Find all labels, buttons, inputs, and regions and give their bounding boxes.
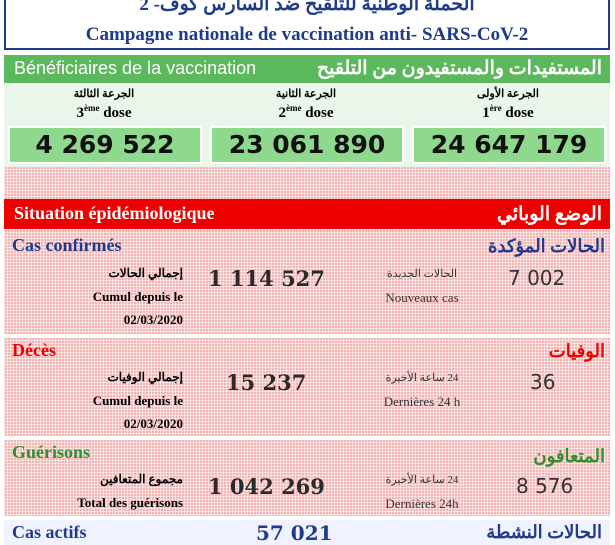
dose-3-label-ar: الجرعة الثالثة (73, 88, 135, 100)
deaths-cumul-date: 02/03/2020 (123, 416, 183, 431)
deaths-title-ar: الوفيات (548, 341, 605, 361)
recoveries-new-label-ar: 24 ساعة الأخيرة (385, 474, 459, 486)
doses-panel: الجرعة الثالثة 3ème dose 4 269 522 الجرع… (4, 83, 610, 167)
deaths-new-label-ar: 24 ساعة الأخيرة (385, 372, 459, 384)
divider (4, 436, 610, 440)
recoveries-new-label-fr: Dernières 24h (385, 496, 459, 511)
recoveries-cumul-fr: Total des guérisons (77, 495, 183, 510)
dose-2-value: 23 061 890 (210, 126, 404, 164)
confirmed-total: 1 114 527 (208, 266, 325, 291)
deaths-title-fr: Décès (12, 340, 56, 360)
epidemiology-bar: Situation épidémiologique الوضع الوبائي (4, 199, 610, 229)
active-title-fr: Cas actifs (12, 522, 87, 542)
divider (4, 516, 610, 520)
epidemiology-label-fr: Situation épidémiologique (14, 203, 215, 223)
active-title-ar: الحالات النشطة (486, 522, 602, 542)
confirmed-title-fr: Cas confirmés (12, 235, 122, 255)
recoveries-title-fr: Guérisons (12, 442, 91, 462)
beneficiaries-label-ar: المستفيدات والمستفيدون من التلقيح (316, 58, 602, 79)
confirmed-new-value: 7 002 (508, 266, 566, 290)
beneficiaries-bar: Bénéficiaires de la vaccination المستفيد… (4, 55, 610, 83)
deaths-cumul-ar: إجمالي الوفيات (107, 370, 183, 384)
confirmed-new-label-fr: Nouveaux cas (385, 290, 459, 305)
header-box: الحملة الوطنية للتلقيح ضد السارس كوف- 2 … (4, 0, 610, 50)
recoveries-new-value: 8 576 (516, 474, 574, 498)
deaths-cumul: إجمالي الوفيات Cumul depuis le 02/03/202… (8, 366, 183, 435)
recoveries-cumul: مجموع المتعافين Total des guérisons (8, 468, 183, 514)
deaths-new-label-fr: Dernières 24 h (383, 394, 461, 409)
confirmed-new-label: الحالات الجديدة Nouveaux cas (372, 263, 472, 309)
dose-3-label-fr: 3ème dose (76, 103, 132, 121)
confirmed-cumul-ar: إجمالي الحالات (108, 266, 183, 280)
active-value: 57 021 (256, 521, 333, 545)
confirmed-new-label-ar: الحالات الجديدة (386, 268, 458, 280)
confirmed-cumul-fr: Cumul depuis le (92, 289, 183, 304)
dose-2-label-ar: الجرعة الثانية (275, 88, 337, 100)
dose-3-value: 4 269 522 (8, 126, 202, 164)
deaths-cumul-fr: Cumul depuis le (92, 393, 183, 408)
dose-2-column: الجرعة الثانية 2ème dose 23 061 890 (208, 83, 404, 167)
divider (4, 334, 610, 338)
deaths-total: 15 237 (226, 370, 307, 395)
header-title-fr: Campagne nationale de vaccination anti- … (85, 24, 529, 45)
recoveries-cumul-ar: مجموع المتعافين (100, 472, 183, 486)
confirmed-cumul: إجمالي الحالات Cumul depuis le 02/03/202… (8, 262, 183, 331)
deaths-new-label: 24 ساعة الأخيرة Dernières 24 h (372, 367, 472, 413)
dose-1-label-fr: 1ère dose (482, 103, 534, 121)
dose-3-column: الجرعة الثالثة 3ème dose 4 269 522 (6, 83, 202, 167)
confirmed-cumul-date: 02/03/2020 (123, 312, 183, 327)
recoveries-title-ar: المتعافون (533, 446, 605, 466)
deaths-new-value: 36 (530, 370, 556, 394)
dose-1-column: الجرعة الأولى 1ère dose 24 647 179 (410, 83, 606, 167)
confirmed-title-ar: الحالات المؤكدة (488, 236, 605, 256)
dose-2-label-fr: 2ème dose (278, 103, 334, 121)
active-cases-bar: Cas actifs 57 021 الحالات النشطة (4, 520, 610, 545)
epidemiology-label-ar: الوضع الوبائي (497, 204, 602, 225)
header-title-ar: الحملة الوطنية للتلقيح ضد السارس كوف- 2 (139, 0, 475, 15)
epidemiology-panel (4, 167, 610, 545)
beneficiaries-label-fr: Bénéficiaires de la vaccination (14, 58, 257, 78)
recoveries-total: 1 042 269 (208, 474, 325, 499)
dose-1-label-ar: الجرعة الأولى (477, 88, 539, 100)
dose-1-value: 24 647 179 (412, 126, 606, 164)
recoveries-new-label: 24 ساعة الأخيرة Dernières 24h (372, 469, 472, 515)
